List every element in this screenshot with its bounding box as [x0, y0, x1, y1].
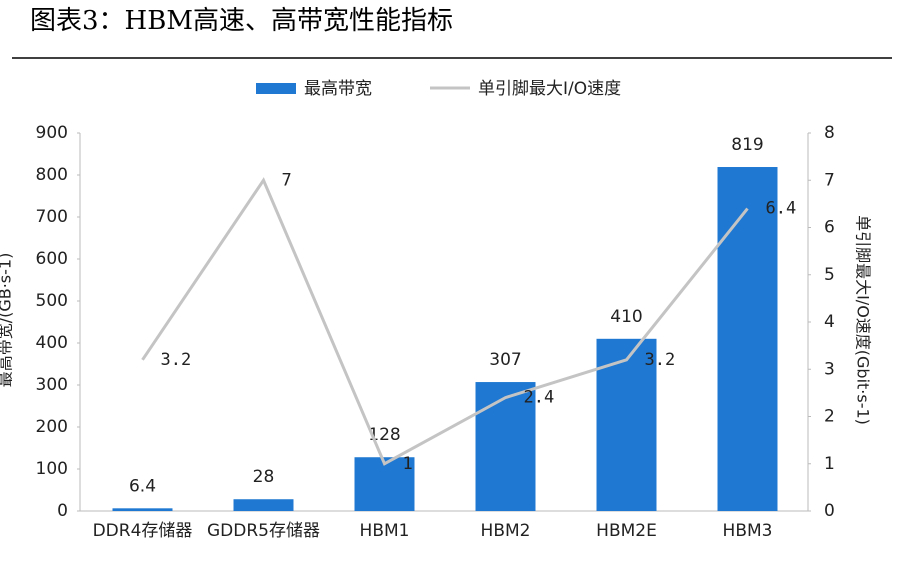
line-value-label: 3.2 [645, 350, 676, 370]
bar [112, 508, 173, 511]
x-tick-label: HBM2E [596, 521, 657, 541]
y2-tick-label: 1 [824, 454, 835, 474]
y-axis-title: 最高带宽/(GB·s-1) [0, 253, 15, 388]
bar [354, 457, 415, 511]
y2-tick-label: 5 [824, 265, 835, 285]
line [141, 177, 749, 466]
y2-axis-title: 单引脚最大I/O速度(Gbit·s-1) [854, 215, 873, 425]
y2-tick-label: 2 [824, 407, 835, 427]
bar [717, 167, 778, 511]
y-tick-label: 300 [36, 375, 68, 395]
y-tick-label: 600 [36, 249, 68, 269]
x-tick-label: DDR4存储器 [93, 521, 193, 541]
line-value-label: 2.4 [524, 388, 555, 408]
bar [233, 499, 294, 511]
chart-title: 图表3：HBM高速、高带宽性能指标 [30, 6, 453, 36]
y-tick-label: 700 [36, 207, 68, 227]
line-value-label: 3.2 [161, 350, 192, 370]
x-tick-label: HBM3 [723, 521, 773, 541]
bar-value-label: 819 [731, 135, 763, 155]
line-value-label: 6.4 [766, 199, 797, 219]
y2-tick-label: 6 [824, 218, 835, 238]
bar [475, 382, 536, 511]
y-tick-label: 900 [36, 123, 68, 143]
y-tick-label: 200 [36, 417, 68, 437]
y2-tick-label: 0 [824, 501, 835, 521]
y2-tick-label: 8 [824, 123, 835, 143]
y-tick-label: 100 [36, 459, 68, 479]
y2-tick-label: 3 [824, 359, 835, 379]
line-value-label: 7 [282, 170, 292, 190]
x-tick-label: GDDR5存储器 [207, 521, 320, 541]
bar-value-label: 128 [368, 425, 400, 445]
y-tick-label: 800 [36, 165, 68, 185]
legend-label: 最高带宽 [304, 79, 372, 99]
x-tick-label: HBM1 [360, 521, 410, 541]
bar-value-label: 410 [610, 307, 642, 327]
y-tick-label: 400 [36, 333, 68, 353]
bar-value-label: 307 [489, 350, 521, 370]
y2-tick-label: 4 [824, 312, 835, 332]
y-tick-label: 500 [36, 291, 68, 311]
bar-value-label: 28 [253, 467, 275, 487]
bar-value-label: 6.4 [129, 476, 156, 496]
line-value-label: 1 [403, 454, 413, 474]
legend-label: 单引脚最大I/O速度 [478, 79, 621, 99]
legend-swatch [256, 83, 296, 94]
y2-tick-label: 7 [824, 170, 835, 190]
y-tick-label: 0 [57, 501, 68, 521]
x-tick-label: HBM2 [481, 521, 531, 541]
